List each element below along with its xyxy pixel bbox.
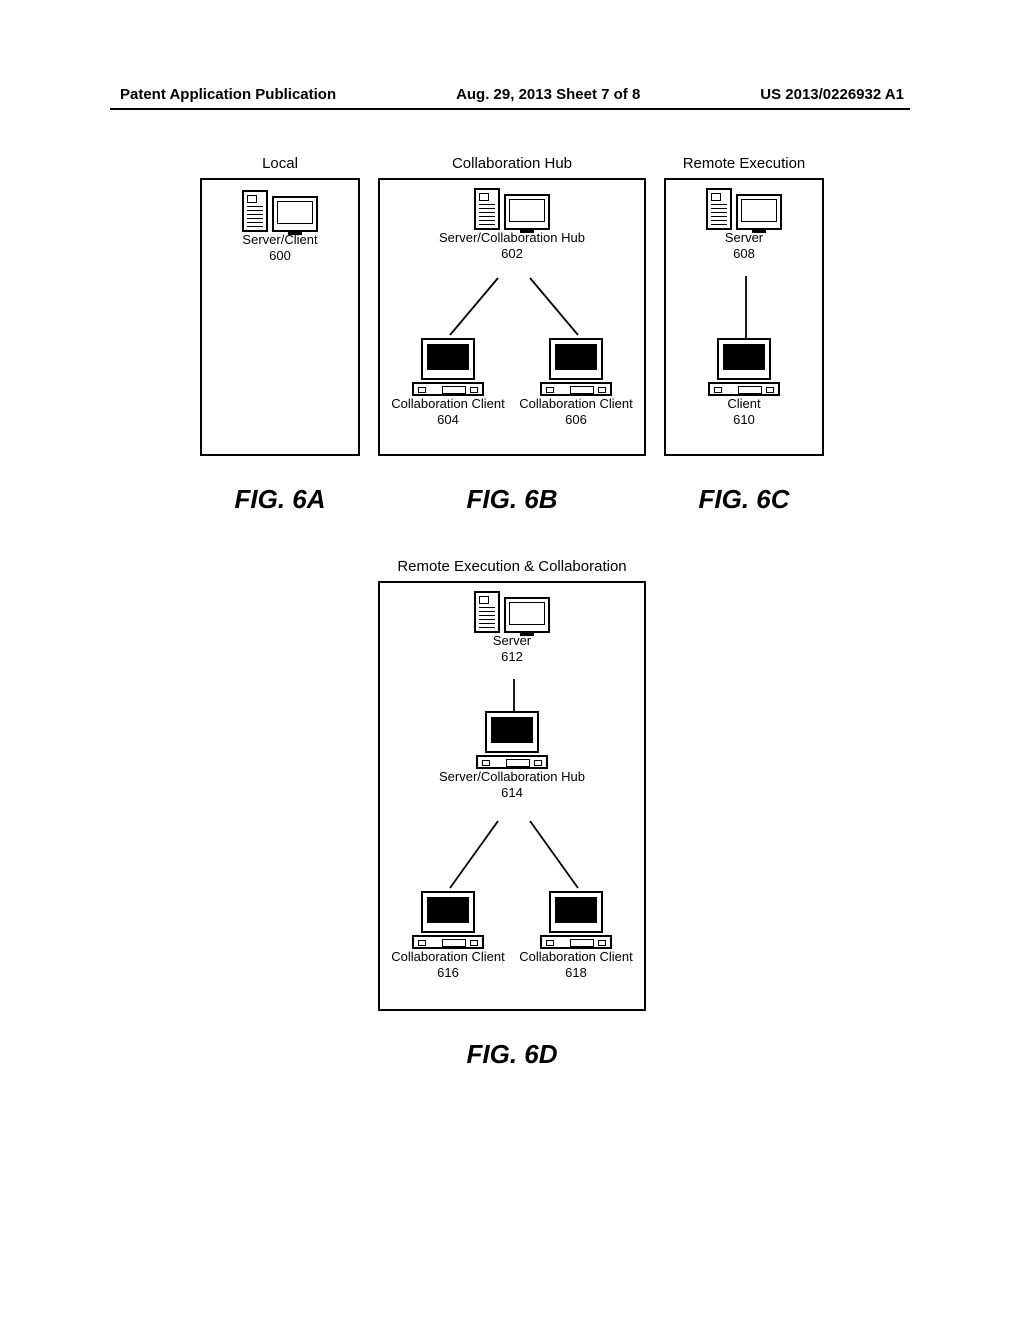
node-client-616: Collaboration Client 616 <box>386 891 510 982</box>
node-client-606: Collaboration Client 606 <box>514 338 638 429</box>
panel-6b-title: Collaboration Hub <box>452 155 572 172</box>
label-text: Collaboration Client <box>519 396 632 411</box>
node-server-612: Server 612 <box>380 591 644 666</box>
header-left: Patent Application Publication <box>120 86 336 103</box>
label-num: 614 <box>501 785 523 800</box>
header-rule <box>110 108 910 110</box>
label-text: Collaboration Client <box>391 949 504 964</box>
desktop-base-icon <box>540 382 612 396</box>
monitor-icon <box>736 194 782 230</box>
fig-6d-label: FIG. 6D <box>466 1039 557 1070</box>
node-client-610: Client 610 <box>666 338 822 429</box>
fig-6c-label: FIG. 6C <box>698 484 789 515</box>
label-text: Client <box>727 396 760 411</box>
header-center: Aug. 29, 2013 Sheet 7 of 8 <box>456 86 640 103</box>
panel-6c-title: Remote Execution <box>683 155 806 172</box>
client-icon <box>540 338 612 396</box>
panel-6a-box: Server/Client 600 <box>200 178 360 456</box>
server-icon <box>474 591 550 633</box>
monitor-icon <box>549 891 603 933</box>
monitor-icon <box>485 711 539 753</box>
client-icon <box>412 338 484 396</box>
label-num: 616 <box>437 965 459 980</box>
node-hub-602: Server/Collaboration Hub 602 <box>380 188 644 263</box>
label-text: Collaboration Client <box>391 396 504 411</box>
client-icon <box>708 338 780 396</box>
server-icon <box>474 188 550 230</box>
desktop-base-icon <box>412 382 484 396</box>
tower-icon <box>474 591 500 633</box>
node-hub-614: Server/Collaboration Hub 614 <box>380 711 644 802</box>
tower-icon <box>706 188 732 230</box>
node-label: Collaboration Client 606 <box>519 396 632 429</box>
header-right: US 2013/0226932 A1 <box>760 86 904 103</box>
client-icon <box>476 711 548 769</box>
server-icon <box>242 190 318 232</box>
node-label: Collaboration Client 616 <box>391 949 504 982</box>
monitor-icon <box>272 196 318 232</box>
desktop-base-icon <box>540 935 612 949</box>
panel-6c: Remote Execution Server 608 <box>664 155 824 515</box>
monitor-icon <box>421 891 475 933</box>
monitor-icon <box>421 338 475 380</box>
fig-6b-label: FIG. 6B <box>466 484 557 515</box>
node-label: Server/Client 600 <box>242 232 317 265</box>
fig-6a-label: FIG. 6A <box>234 484 325 515</box>
panel-6b: Collaboration Hub Server/Collaboration H… <box>378 155 646 515</box>
node-label: Client 610 <box>727 396 760 429</box>
node-label: Server 608 <box>725 230 763 263</box>
node-label: Collaboration Client 618 <box>519 949 632 982</box>
figure-row-1: Local Server/Client 600 FIG. 6A Collabor… <box>0 155 1024 515</box>
panel-6d-box: Server 612 Server/Collaboration Hub 614 <box>378 581 646 1011</box>
page-header: Patent Application Publication Aug. 29, … <box>0 86 1024 103</box>
client-icon <box>412 891 484 949</box>
node-label: Server 612 <box>493 633 531 666</box>
panel-6a-title: Local <box>262 155 298 172</box>
panel-6d: Remote Execution & Collaboration Server … <box>378 558 646 1070</box>
monitor-icon <box>549 338 603 380</box>
label-num: 608 <box>733 246 755 261</box>
label-text: Server/Collaboration Hub <box>439 230 585 245</box>
client-icon <box>540 891 612 949</box>
label-num: 618 <box>565 965 587 980</box>
label-num: 612 <box>501 649 523 664</box>
node-server-608: Server 608 <box>666 188 822 263</box>
node-label: Collaboration Client 604 <box>391 396 504 429</box>
node-client-604: Collaboration Client 604 <box>386 338 510 429</box>
label-text: Collaboration Client <box>519 949 632 964</box>
monitor-icon <box>504 194 550 230</box>
label-num: 600 <box>269 248 291 263</box>
tower-icon <box>474 188 500 230</box>
panel-6d-title: Remote Execution & Collaboration <box>397 558 626 575</box>
desktop-base-icon <box>412 935 484 949</box>
label-num: 606 <box>565 412 587 427</box>
figure-row-2: Remote Execution & Collaboration Server … <box>0 558 1024 1070</box>
label-num: 604 <box>437 412 459 427</box>
node-client-618: Collaboration Client 618 <box>514 891 638 982</box>
panel-6c-box: Server 608 Client 610 <box>664 178 824 456</box>
node-label: Server/Collaboration Hub 614 <box>439 769 585 802</box>
label-num: 602 <box>501 246 523 261</box>
node-label: Server/Collaboration Hub 602 <box>439 230 585 263</box>
monitor-icon <box>504 597 550 633</box>
label-text: Server/Client <box>242 232 317 247</box>
label-num: 610 <box>733 412 755 427</box>
tower-icon <box>242 190 268 232</box>
node-server-client-600: Server/Client 600 <box>202 190 358 265</box>
desktop-base-icon <box>476 755 548 769</box>
monitor-icon <box>717 338 771 380</box>
panel-6a: Local Server/Client 600 FIG. 6A <box>200 155 360 515</box>
panel-6b-box: Server/Collaboration Hub 602 Collaborati… <box>378 178 646 456</box>
server-icon <box>706 188 782 230</box>
desktop-base-icon <box>708 382 780 396</box>
label-text: Server/Collaboration Hub <box>439 769 585 784</box>
